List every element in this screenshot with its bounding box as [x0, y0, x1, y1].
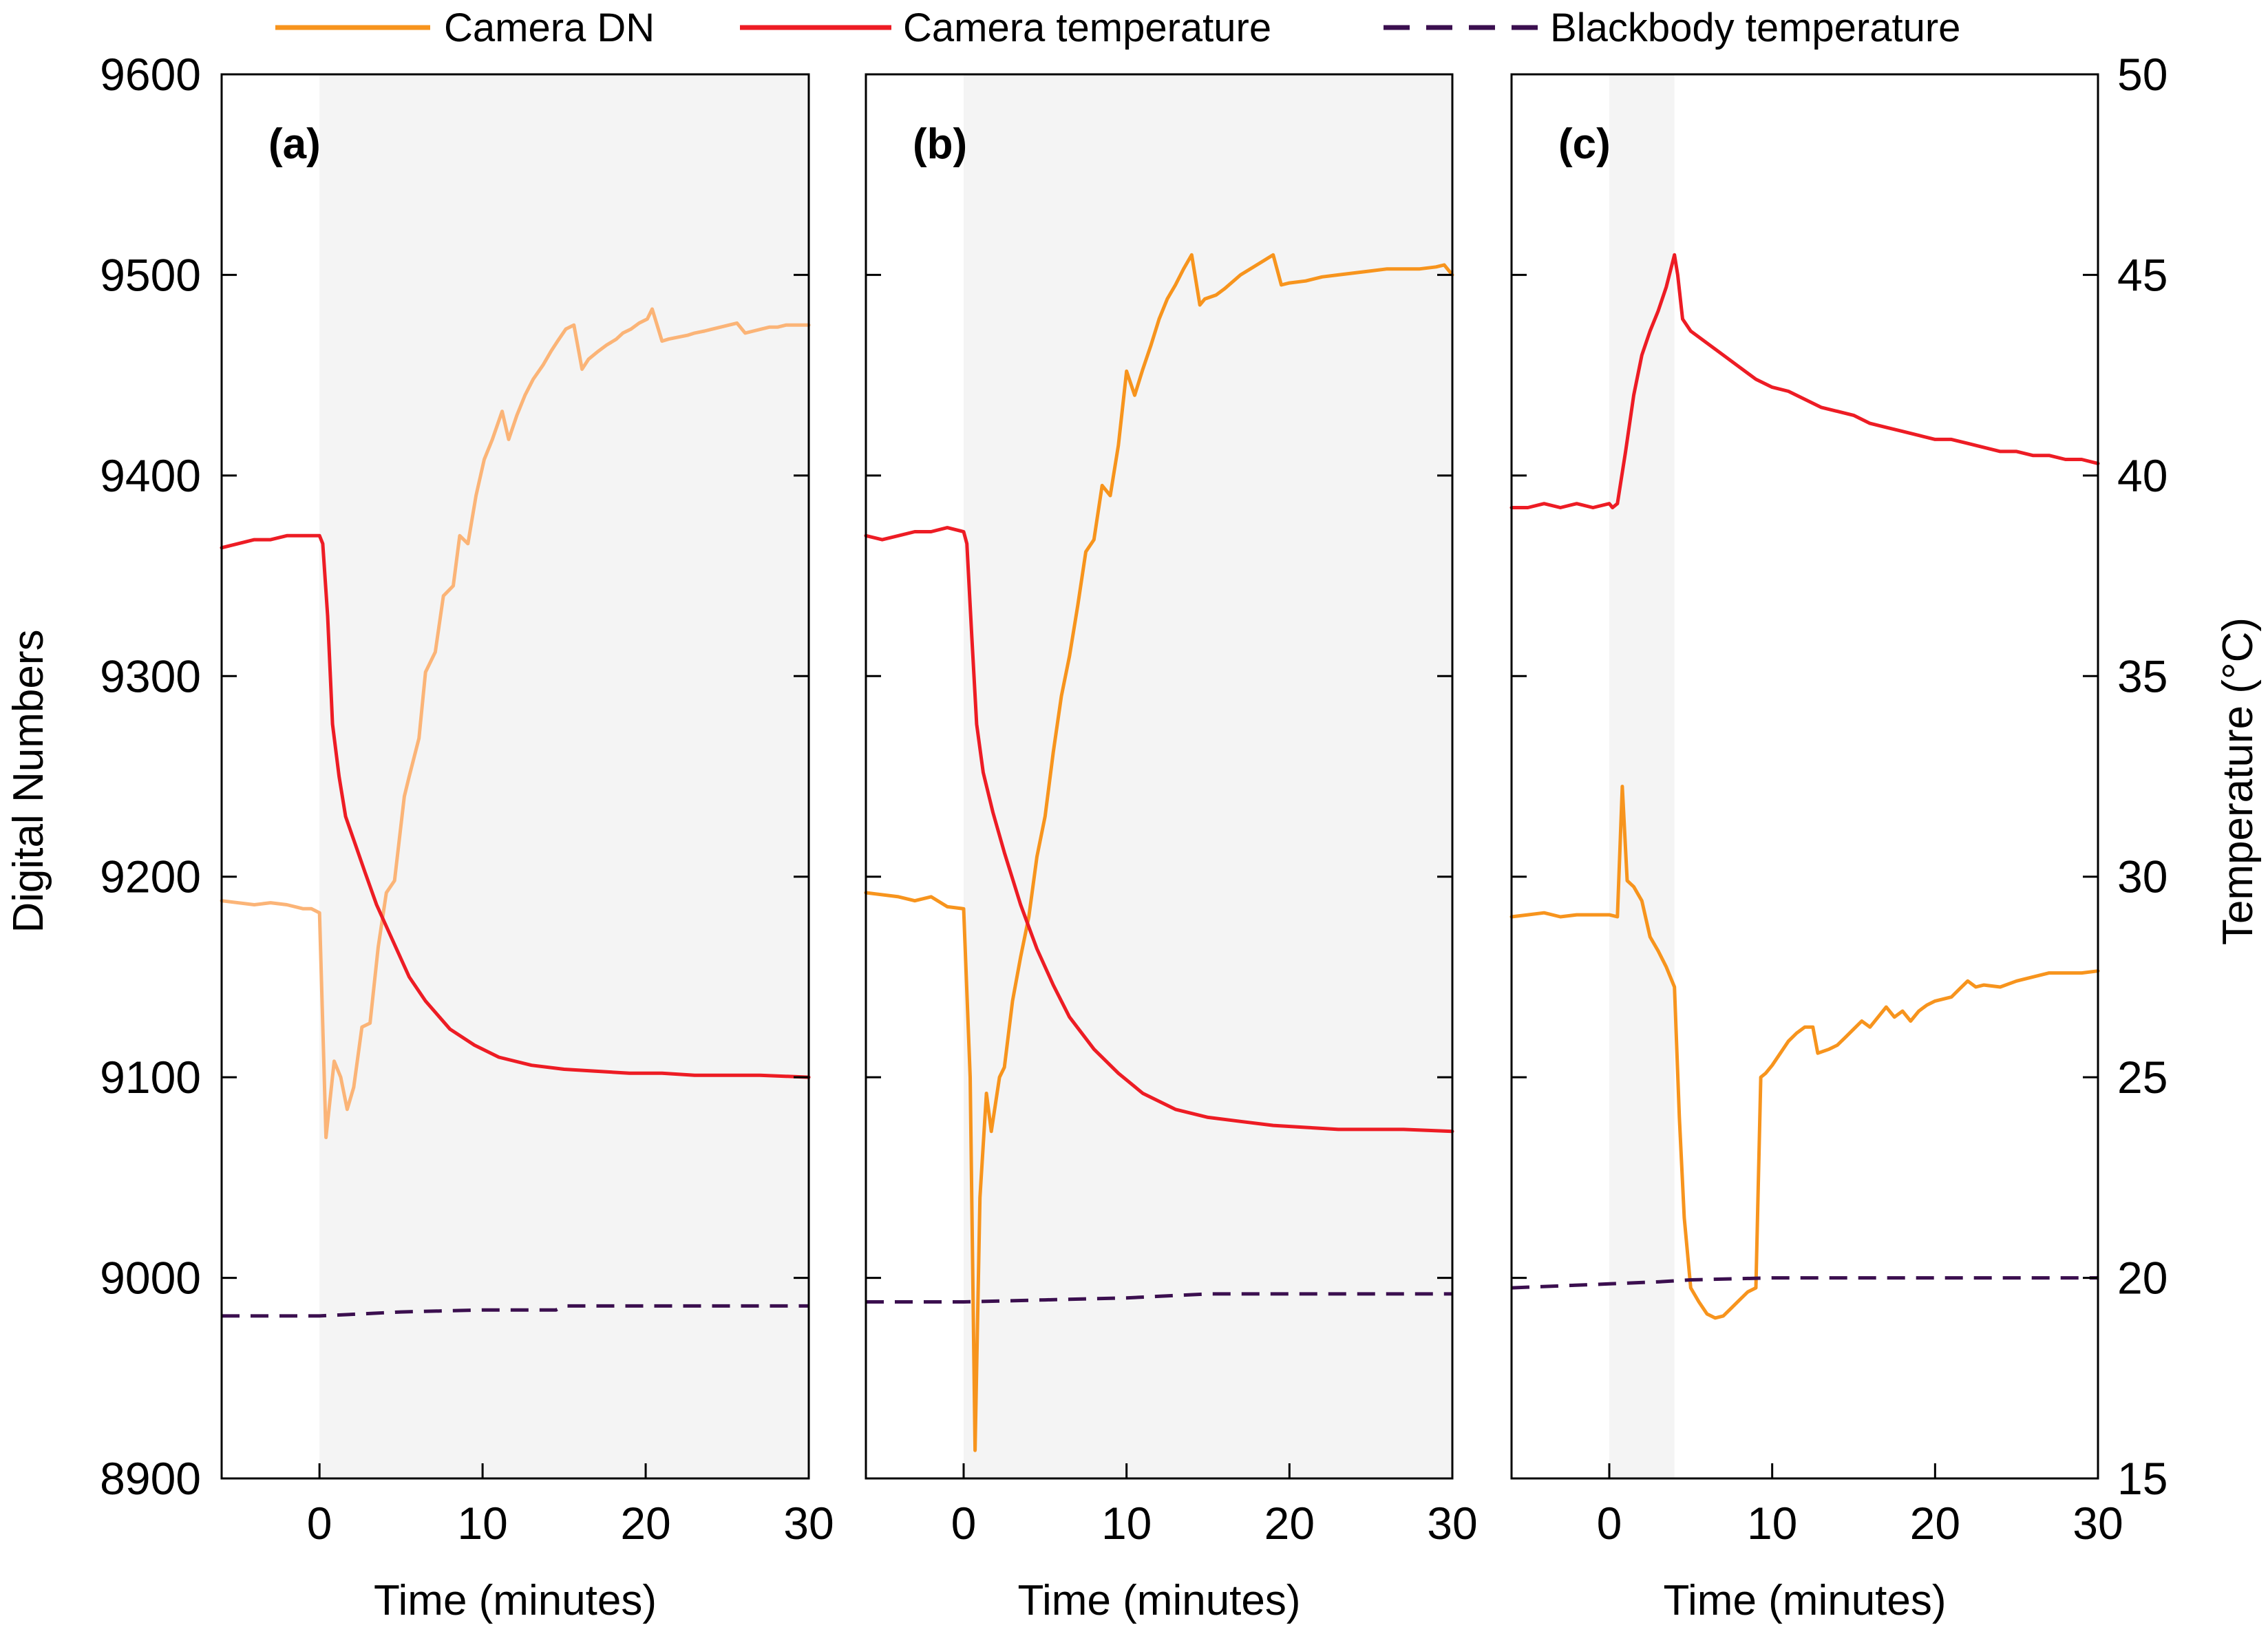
y-tick-label-right-4: 35 [2117, 650, 2168, 701]
panel-1: 0 10 20 30 Time (minutes) (b) [864, 73, 1478, 1624]
plot-frame-1 [865, 73, 1454, 1480]
y-tick-label-right-3: 30 [2117, 851, 2168, 902]
shaded-region-2 [1609, 74, 1675, 1478]
plot-frame-0 [220, 73, 810, 1480]
legend: Camera DN Camera temperature Blackbody t… [275, 6, 1960, 50]
x-tick-label-0-0: 0 [307, 1498, 332, 1549]
y-tick-label-left-3: 9200 [100, 851, 201, 902]
panel-label-1: (b) [913, 120, 967, 168]
y-tick-label-right-5: 40 [2117, 450, 2168, 501]
series-line-blackbody-temperature-0 [222, 1304, 809, 1318]
x-axis-title-0: Time (minutes) [374, 1577, 657, 1624]
series-line-blackbody-temperature-2 [1511, 1276, 2098, 1290]
x-tick-label-0-2: 20 [620, 1498, 670, 1549]
y-tick-label-left-2: 9100 [100, 1052, 201, 1103]
series-line-camera-temperature-2 [1509, 253, 2100, 509]
panel-2: 0 10 20 30 Time (minutes) (c) [1509, 73, 2123, 1624]
right-axis-title: Temperature (°C) [2214, 617, 2262, 945]
series-line-camera-dn-2 [1509, 785, 2100, 1320]
shaded-region-1 [964, 74, 1452, 1478]
panel-label-0: (a) [268, 120, 321, 168]
y-tick-label-right-1: 20 [2117, 1253, 2168, 1304]
series-line-camera-dn-1 [864, 253, 1454, 1452]
x-tick-label-1-2: 20 [1264, 1498, 1315, 1549]
x-tick-label-1-3: 30 [1427, 1498, 1477, 1549]
series-line-camera-temperature-1 [864, 526, 1454, 1134]
legend-label-camera-temperature: Camera temperature [903, 6, 1271, 50]
y-tick-label-right-0: 15 [2117, 1453, 2168, 1504]
x-tick-label-2-3: 30 [2073, 1498, 2123, 1549]
y-tick-label-right-2: 25 [2117, 1052, 2168, 1103]
panel-0: 0 10 20 30 Time (minutes) (a) [220, 73, 834, 1624]
x-tick-label-1-1: 10 [1101, 1498, 1152, 1549]
legend-label-camera-dn: Camera DN [444, 6, 655, 50]
legend-label-blackbody-temperature: Blackbody temperature [1550, 6, 1960, 50]
panel-label-2: (c) [1558, 120, 1611, 168]
x-tick-label-0-3: 30 [783, 1498, 834, 1549]
x-axis-title-2: Time (minutes) [1663, 1577, 1946, 1624]
plot-frame-2 [1510, 73, 2099, 1480]
y-tick-label-left-6: 9500 [100, 249, 201, 300]
series-line-camera-dn-0 [220, 307, 811, 1140]
y-tick-label-left-7: 9600 [100, 49, 201, 100]
left-axis-title: Digital Numbers [5, 629, 52, 933]
y-tick-label-right-7: 50 [2117, 49, 2168, 100]
shaded-region-0 [319, 74, 809, 1478]
series-line-blackbody-temperature-1 [866, 1292, 1452, 1304]
y-tick-label-left-1: 9000 [100, 1253, 201, 1304]
y-tick-label-left-4: 9300 [100, 650, 201, 701]
y-tick-label-left-0: 8900 [100, 1453, 201, 1504]
x-tick-label-2-0: 0 [1597, 1498, 1622, 1549]
y-tick-label-right-6: 45 [2117, 249, 2168, 300]
x-axis-title-1: Time (minutes) [1017, 1577, 1300, 1624]
panels: 0 10 20 30 Time (minutes) (a) 0 10 20 30 Time (min… [100, 49, 2168, 1624]
x-tick-label-0-1: 10 [457, 1498, 507, 1549]
x-tick-label-2-2: 20 [1910, 1498, 1960, 1549]
y-tick-label-left-5: 9400 [100, 450, 201, 501]
series-line-camera-temperature-0 [220, 533, 811, 1079]
x-tick-label-2-1: 10 [1747, 1498, 1797, 1549]
x-tick-label-1-0: 0 [951, 1498, 977, 1549]
